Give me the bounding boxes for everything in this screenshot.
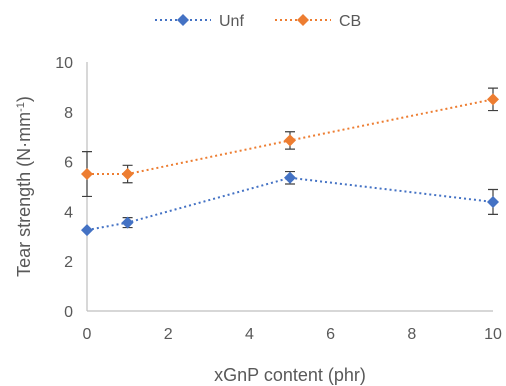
x-tick-label: 4: [245, 326, 254, 343]
x-axis-title: xGnP content (phr): [214, 365, 366, 385]
x-tick-label: 8: [407, 326, 416, 343]
legend-item-cb: CB: [275, 13, 361, 30]
x-tick-labels: 0 2 4 6 8 10: [83, 326, 502, 343]
y-axis-title: Tear strength (N·mm-1): [14, 96, 34, 277]
legend-item-unf: Unf: [155, 13, 244, 30]
y-tick-label: 10: [55, 55, 73, 72]
y-axis-title-end: ): [14, 96, 34, 102]
legend-label: Unf: [219, 13, 244, 30]
data-point: [81, 224, 93, 237]
y-tick-label: 0: [64, 304, 73, 321]
x-tick-label: 2: [164, 326, 173, 343]
y-axis-title-superscript: -1: [15, 102, 27, 112]
x-tick-label: 10: [484, 326, 502, 343]
series-layer: [81, 87, 499, 237]
data-point: [487, 195, 499, 208]
data-point: [121, 168, 134, 181]
data-point: [81, 168, 93, 181]
legend-marker: [177, 14, 189, 26]
y-axis-title-main: Tear strength (N·mm: [14, 112, 34, 277]
x-tick-label: 0: [83, 326, 92, 343]
axes: [86, 62, 493, 312]
data-point: [284, 134, 296, 147]
y-tick-label: 4: [64, 204, 73, 221]
series-unf: [81, 170, 499, 237]
data-point: [284, 171, 296, 184]
series-line: [87, 98, 494, 176]
series-line: [86, 176, 494, 232]
legend: Unf CB: [155, 13, 361, 30]
y-tick-label: 6: [64, 155, 73, 172]
x-tick-label: 6: [326, 326, 335, 343]
y-tick-label: 8: [64, 105, 73, 122]
legend-marker: [297, 14, 309, 26]
y-tick-labels: 0 2 4 6 8 10: [55, 55, 73, 321]
data-point: [487, 93, 499, 106]
y-tick-label: 2: [64, 254, 73, 271]
data-point: [121, 216, 134, 229]
series-cb: [81, 87, 499, 198]
legend-label: CB: [339, 13, 361, 30]
